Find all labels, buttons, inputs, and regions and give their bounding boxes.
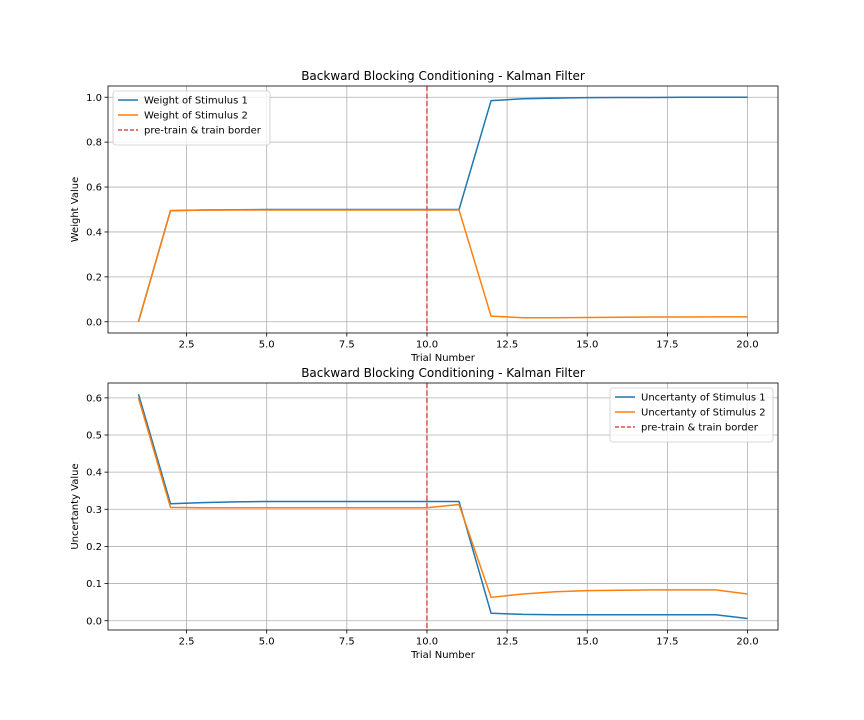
chart-0-x-tick-label: 10.0 (416, 340, 438, 351)
chart-1-x-tick-label: 7.5 (339, 637, 355, 648)
chart-0-x-axis-label: Trial Number (410, 353, 476, 364)
chart-0-x-tick-label: 15.0 (576, 340, 598, 351)
chart-0-x-tick-label: 5.0 (259, 340, 275, 351)
chart-1-series-line-1 (137, 393, 748, 620)
chart-1-legend-label: pre-train & train border (641, 423, 759, 434)
chart-0-x-tick-label: 17.5 (656, 340, 678, 351)
chart-0-x-tick-label: 20.0 (736, 340, 758, 351)
chart-0-legend-label: pre-train & train border (144, 126, 262, 137)
chart-0-axes-frame (107, 85, 779, 334)
chart-1-title: Backward Blocking Conditioning - Kalman … (301, 366, 585, 380)
chart-0-series-line-2 (137, 209, 748, 322)
chart-0-legend: Weight of Stimulus 1 Weight of Stimulus 2… (112, 90, 271, 146)
chart-0-y-tick-label: 0.6 (86, 183, 102, 194)
chart-1-x-axis-label: Trial Number (410, 650, 476, 661)
chart-0-y-axis-label: Weight Value (70, 177, 81, 242)
chart-1-legend-box (609, 387, 774, 443)
chart-0-legend-label: Weight of Stimulus 1 (144, 96, 248, 107)
chart-0-y-tick-label: 0.0 (86, 317, 102, 328)
chart-0-x-tick-label: 2.5 (179, 340, 195, 351)
chart-1-series-line-2 (137, 397, 748, 599)
chart-1-y-tick-label: 0.0 (86, 616, 102, 627)
chart-1-y-tick-label: 0.3 (86, 505, 102, 516)
chart-1-y-tick-label: 0.1 (86, 579, 102, 590)
chart-1-x-tick-label: 10.0 (416, 637, 438, 648)
chart-1-legend-label: Uncertanty of Stimulus 1 (641, 393, 766, 404)
chart-0-y-tick-label: 1.0 (86, 93, 102, 104)
chart-1-x-tick-label: 5.0 (259, 637, 275, 648)
chart-1-y-tick-label: 0.5 (86, 431, 102, 442)
chart-1-x-tick-label: 15.0 (576, 637, 598, 648)
chart-1-y-tick-label: 0.2 (86, 542, 102, 553)
chart-1-y-axis-label: Uncertanty Value (70, 463, 81, 549)
bottom-subplot: 2.5 5.0 7.5 10.0 12.5 15.0 17.5 20.0 0.0 0.1 0.2 0.… (70, 366, 779, 661)
chart-1-x-tick-label: 20.0 (736, 637, 758, 648)
chart-1-axes-frame (107, 382, 779, 631)
chart-0-y-tick-label: 0.8 (86, 138, 102, 149)
chart-0-legend-box (112, 90, 271, 146)
chart-0-y-tick-label: 0.2 (86, 272, 102, 283)
chart-1-x-tick-label: 12.5 (496, 637, 518, 648)
top-subplot: 2.5 5.0 7.5 10.0 12.5 15.0 17.5 20.0 0.0 0.2 0.4 0.… (70, 69, 779, 364)
chart-0-y-tick-label: 0.4 (86, 228, 102, 239)
chart-1-y-tick-label: 0.6 (86, 393, 102, 404)
chart-1-x-tick-label: 17.5 (656, 637, 678, 648)
chart-0-x-tick-label: 12.5 (496, 340, 518, 351)
chart-1-legend-label: Uncertanty of Stimulus 2 (641, 408, 766, 419)
chart-0-title: Backward Blocking Conditioning - Kalman … (301, 69, 585, 83)
chart-1-y-tick-label: 0.4 (86, 468, 102, 479)
chart-0-x-tick-label: 7.5 (339, 340, 355, 351)
chart-1-legend: Uncertanty of Stimulus 1 Uncertanty of St… (609, 387, 774, 443)
chart-0-legend-label: Weight of Stimulus 2 (144, 111, 248, 122)
chart-1-x-tick-label: 2.5 (179, 637, 195, 648)
